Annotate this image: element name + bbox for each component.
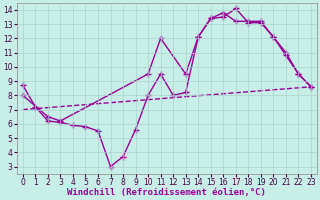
X-axis label: Windchill (Refroidissement éolien,°C): Windchill (Refroidissement éolien,°C) (68, 188, 266, 197)
